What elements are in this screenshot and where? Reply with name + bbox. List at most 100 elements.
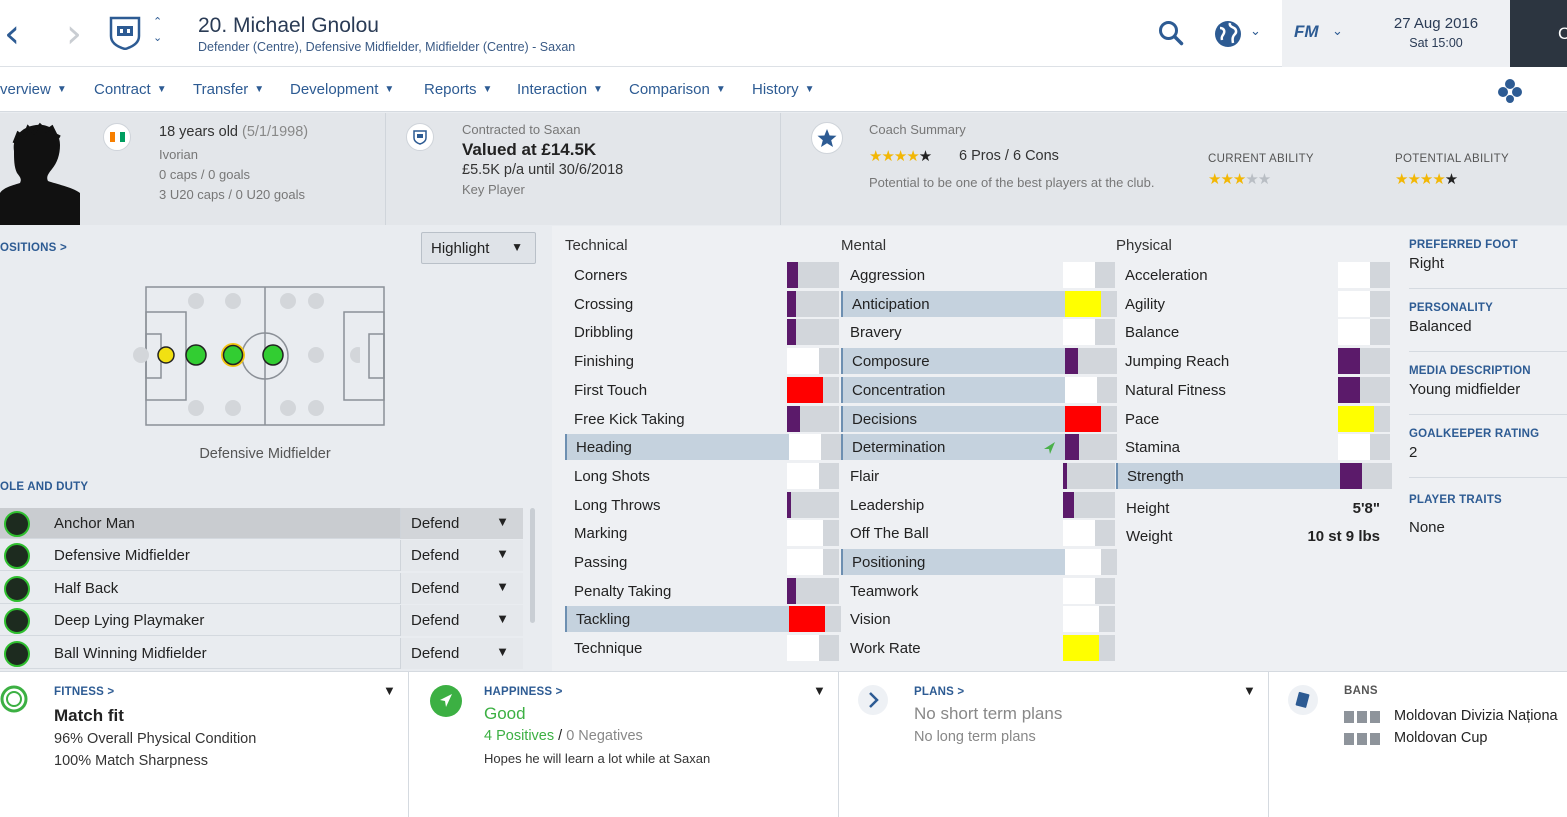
attribute-name: Leadership bbox=[850, 496, 925, 514]
attribute-row[interactable]: Strength bbox=[1116, 462, 1392, 489]
chevron-down-icon: ▼ bbox=[496, 546, 509, 561]
fitness-collapse-chevron-icon[interactable]: ▼ bbox=[383, 683, 396, 698]
tab-contract-label: Contract bbox=[94, 81, 151, 98]
player-traits-value: None bbox=[1409, 519, 1445, 536]
attribute-row[interactable]: Stamina bbox=[1116, 434, 1390, 461]
highlight-value: Highlight bbox=[431, 240, 490, 257]
attribute-row[interactable]: Heading bbox=[565, 434, 841, 461]
search-icon[interactable] bbox=[1158, 20, 1184, 51]
attribute-row[interactable]: Bravery bbox=[841, 319, 1115, 346]
attribute-row[interactable]: Balance bbox=[1116, 319, 1390, 346]
attribute-row[interactable]: Composure bbox=[841, 348, 1117, 375]
attribute-row[interactable]: Flair bbox=[841, 462, 1115, 489]
duty-select[interactable]: Defend ▼ bbox=[400, 573, 523, 604]
tab-contract[interactable]: Contract ▼ bbox=[94, 81, 167, 98]
attribute-row[interactable]: Pace bbox=[1116, 405, 1390, 432]
attribute-row[interactable]: Passing bbox=[565, 549, 839, 575]
highlight-dropdown[interactable]: Highlight ▼ bbox=[421, 232, 536, 264]
bans-label: BANS bbox=[1344, 685, 1378, 697]
attribute-row[interactable]: Penalty Taking bbox=[565, 577, 839, 604]
positions-link[interactable]: OSITIONS > bbox=[0, 242, 67, 254]
globe-icon[interactable] bbox=[1214, 19, 1244, 54]
tab-comparison[interactable]: Comparison ▼ bbox=[629, 81, 726, 98]
attribute-row[interactable]: Long Shots bbox=[565, 462, 839, 489]
role-icon bbox=[4, 576, 30, 602]
role-duty-heading: OLE AND DUTY bbox=[0, 481, 89, 493]
attribute-row[interactable]: Decisions bbox=[841, 405, 1117, 432]
page-title: 20. Michael Gnolou bbox=[198, 14, 379, 37]
attribute-row[interactable]: Determination bbox=[841, 434, 1117, 461]
tab-history[interactable]: History ▼ bbox=[752, 81, 815, 98]
role-row[interactable]: Half Back Defend ▼ bbox=[0, 573, 523, 604]
plans-link[interactable]: PLANS > bbox=[914, 686, 965, 698]
attribute-row[interactable]: Concentration bbox=[841, 376, 1117, 403]
tab-transfer[interactable]: Transfer ▼ bbox=[193, 81, 264, 98]
fitness-link[interactable]: FITNESS > bbox=[54, 686, 115, 698]
happiness-link[interactable]: HAPPINESS > bbox=[484, 686, 563, 698]
role-row[interactable]: Deep Lying Playmaker Defend ▼ bbox=[0, 605, 523, 636]
attribute-row[interactable]: Dribbling bbox=[565, 319, 839, 346]
attribute-row[interactable]: Aggression bbox=[841, 262, 1115, 288]
globe-dropdown-chevron-icon[interactable]: ⌄ bbox=[1250, 23, 1261, 38]
role-row[interactable]: Ball Winning Midfielder Defend ▼ bbox=[0, 638, 523, 669]
attribute-row[interactable]: Teamwork bbox=[841, 577, 1115, 604]
happiness-collapse-chevron-icon[interactable]: ▼ bbox=[813, 683, 826, 698]
attribute-name: Aggression bbox=[850, 267, 926, 284]
positions-panel: OSITIONS > Defensive Midfielder OLE AND … bbox=[0, 226, 552, 671]
attribute-row[interactable]: First Touch bbox=[565, 376, 839, 403]
club-overview-icon[interactable] bbox=[1498, 78, 1522, 109]
attribute-row[interactable]: Jumping Reach bbox=[1116, 348, 1390, 375]
tab-development-label: Development bbox=[290, 81, 379, 98]
attribute-row[interactable]: Anticipation bbox=[841, 290, 1117, 317]
attribute-row[interactable]: Free Kick Taking bbox=[565, 405, 839, 432]
chevron-down-icon: ▼ bbox=[593, 84, 603, 95]
attribute-row[interactable]: Technique bbox=[565, 635, 839, 662]
attribute-row[interactable]: Crossing bbox=[565, 290, 839, 317]
attribute-level-bar bbox=[787, 491, 791, 518]
continue-button[interactable]: C bbox=[1510, 0, 1567, 67]
tab-reports[interactable]: Reports ▼ bbox=[424, 81, 492, 98]
duty-select[interactable]: Defend ▼ bbox=[400, 605, 523, 636]
attribute-level-bar bbox=[1065, 549, 1101, 575]
role-name: Half Back bbox=[54, 580, 119, 597]
chevron-down-icon: ▼ bbox=[511, 240, 523, 254]
player-switch-icon[interactable]: ⌃ ⌄ bbox=[153, 15, 163, 44]
tab-development[interactable]: Development ▼ bbox=[290, 81, 394, 98]
attribute-name: Passing bbox=[574, 554, 628, 571]
date-panel[interactable]: 27 Aug 2016 Sat 15:00 bbox=[1362, 0, 1510, 67]
attribute-row[interactable]: Positioning bbox=[841, 549, 1117, 575]
club-crest-icon[interactable] bbox=[109, 16, 141, 55]
attribute-row[interactable]: Long Throws bbox=[565, 491, 839, 518]
attribute-row[interactable]: Tackling bbox=[565, 606, 841, 633]
attribute-row[interactable]: Marking bbox=[565, 520, 839, 547]
attribute-row[interactable]: Natural Fitness bbox=[1116, 376, 1390, 403]
attribute-row[interactable]: Agility bbox=[1116, 290, 1390, 317]
attribute-level-bar bbox=[1338, 319, 1370, 346]
role-row[interactable]: Anchor Man Defend ▼ bbox=[0, 508, 523, 539]
attribute-row[interactable]: Finishing bbox=[565, 348, 839, 375]
attribute-row[interactable]: Work Rate bbox=[841, 635, 1115, 662]
attribute-row[interactable]: Corners bbox=[565, 262, 839, 288]
ban-bars-icon bbox=[1344, 733, 1382, 745]
position-dots bbox=[133, 293, 360, 416]
duty-select[interactable]: Defend ▼ bbox=[400, 638, 523, 669]
back-arrow-icon[interactable]: ‹ bbox=[4, 11, 20, 57]
tab-interaction[interactable]: Interaction ▼ bbox=[517, 81, 603, 98]
attribute-name: Work Rate bbox=[850, 640, 921, 658]
roles-scrollbar[interactable] bbox=[530, 508, 535, 623]
mental-heading: Mental bbox=[841, 237, 887, 254]
fm-menu-button[interactable]: FM ⌄ bbox=[1282, 0, 1362, 67]
duty-select[interactable]: Defend ▼ bbox=[400, 508, 523, 539]
role-row[interactable]: Defensive Midfielder Defend ▼ bbox=[0, 540, 523, 571]
attribute-row[interactable]: Vision bbox=[841, 606, 1115, 633]
forward-arrow-icon[interactable]: › bbox=[66, 11, 82, 57]
attribute-row[interactable]: Off The Ball bbox=[841, 520, 1115, 547]
attribute-name: Concentration bbox=[852, 381, 946, 399]
goalkeeper-rating: GOALKEEPER RATING 2 bbox=[1409, 428, 1539, 461]
attribute-row[interactable]: Leadership bbox=[841, 491, 1115, 518]
role-name: Anchor Man bbox=[54, 515, 135, 532]
attribute-row[interactable]: Acceleration bbox=[1116, 262, 1390, 288]
duty-select[interactable]: Defend ▼ bbox=[400, 540, 523, 571]
tab-overview[interactable]: verview ▼ bbox=[0, 81, 67, 98]
plans-collapse-chevron-icon[interactable]: ▼ bbox=[1243, 683, 1256, 698]
